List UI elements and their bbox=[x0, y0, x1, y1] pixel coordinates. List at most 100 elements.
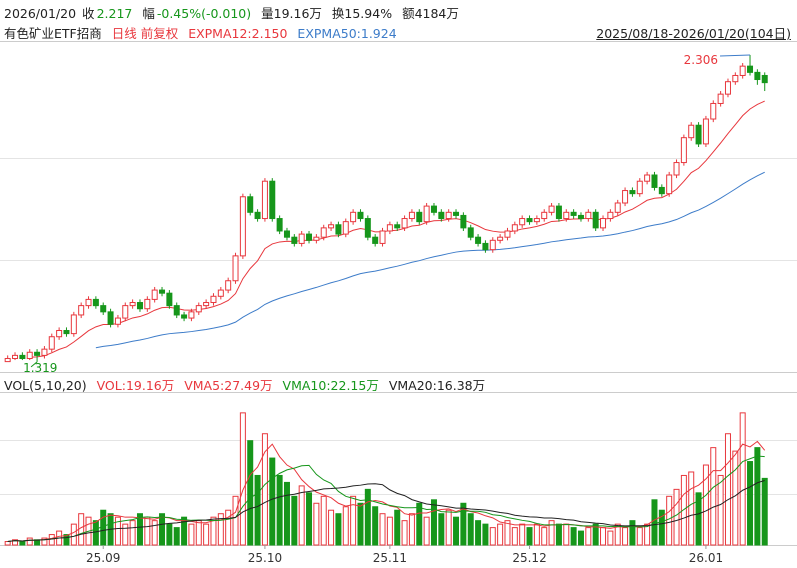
volume-bar bbox=[386, 516, 393, 546]
candle-body bbox=[210, 295, 217, 304]
volume-bar bbox=[283, 481, 290, 546]
candle-body bbox=[19, 354, 26, 359]
candle-body bbox=[357, 211, 364, 220]
volume-row: VOL(5,10,20) VOL:19.16万 VMA5:27.49万 VMA1… bbox=[4, 375, 491, 394]
candle-body bbox=[739, 65, 746, 76]
candle-body bbox=[438, 211, 445, 220]
volume-bar bbox=[181, 516, 188, 546]
candle-body bbox=[541, 211, 548, 220]
candle-body bbox=[261, 180, 268, 220]
volume-bar bbox=[100, 509, 107, 546]
volume-bar bbox=[614, 523, 621, 546]
candle-body bbox=[408, 211, 415, 220]
volume-bar bbox=[276, 474, 283, 546]
volume-bar bbox=[12, 539, 19, 546]
candle-body bbox=[364, 218, 371, 238]
volume-bar bbox=[328, 509, 335, 546]
candle-body bbox=[570, 211, 577, 216]
candle-body bbox=[320, 227, 327, 238]
candle-body bbox=[386, 224, 393, 232]
candle-body bbox=[269, 180, 276, 220]
volume-bar bbox=[159, 513, 166, 546]
x-tick-label: 26.01 bbox=[689, 551, 723, 565]
candle-body bbox=[453, 211, 460, 216]
volume-bar bbox=[644, 523, 651, 546]
volume-bar bbox=[636, 527, 643, 546]
candle-body bbox=[136, 302, 143, 310]
candle-body bbox=[592, 211, 599, 229]
candle-body bbox=[4, 357, 11, 363]
low-pointer bbox=[30, 361, 38, 368]
candle-body bbox=[159, 289, 166, 294]
candle-body bbox=[629, 190, 636, 195]
volume-bar bbox=[379, 513, 386, 546]
volume-bar bbox=[717, 474, 724, 546]
volume-bar bbox=[445, 509, 452, 546]
candle-body bbox=[342, 221, 349, 235]
volume-bar bbox=[460, 502, 467, 546]
period: 日线 前复权 bbox=[111, 26, 179, 41]
candle-body bbox=[460, 214, 467, 229]
volume-bar bbox=[732, 450, 739, 546]
volume-bar bbox=[408, 513, 415, 546]
date: 2026/01/20 bbox=[4, 6, 77, 21]
candle-body bbox=[195, 305, 202, 313]
candle-body bbox=[151, 289, 158, 300]
volume-bar bbox=[239, 412, 246, 546]
volume-bar bbox=[453, 516, 460, 546]
volume-bar bbox=[555, 523, 562, 546]
candle-body bbox=[563, 211, 570, 220]
volume-bar bbox=[688, 471, 695, 546]
volume-bar bbox=[438, 513, 445, 546]
high-pointer bbox=[720, 54, 751, 57]
volume-bar bbox=[739, 412, 746, 546]
candle-body bbox=[232, 255, 239, 282]
candle-body bbox=[254, 211, 261, 220]
candle-body bbox=[225, 280, 232, 291]
volume-bar bbox=[232, 495, 239, 546]
volume-bar bbox=[335, 513, 342, 546]
volume-bar bbox=[666, 495, 673, 546]
candle-body bbox=[247, 196, 254, 213]
volume-bar bbox=[129, 520, 136, 546]
label: 收 bbox=[82, 6, 95, 21]
volume-bar bbox=[423, 516, 430, 546]
candle-body bbox=[56, 330, 63, 338]
candle-body bbox=[166, 292, 173, 307]
candle-body bbox=[291, 236, 298, 244]
high-label: 2.306 bbox=[684, 53, 718, 67]
candle-body bbox=[181, 314, 188, 319]
volume-bar bbox=[747, 461, 754, 546]
volume-bar bbox=[585, 527, 592, 546]
change: -0.45%(-0.010) bbox=[156, 6, 252, 21]
volume-bar bbox=[217, 513, 224, 546]
volume-bar bbox=[372, 506, 379, 546]
volume-bar bbox=[695, 492, 702, 546]
candle-body bbox=[298, 233, 305, 244]
candle-body bbox=[747, 65, 754, 73]
volume-bar bbox=[563, 523, 570, 546]
volume-bar bbox=[600, 527, 607, 546]
volume-bar bbox=[144, 516, 151, 546]
volume-bar bbox=[313, 502, 320, 546]
volume-bar bbox=[350, 495, 357, 546]
candle-body bbox=[217, 289, 224, 297]
volume-bar bbox=[173, 527, 180, 546]
volume-bar bbox=[526, 527, 533, 546]
expma12: EXPMA12:2.150 bbox=[188, 26, 288, 41]
candle-body bbox=[644, 174, 651, 182]
close: 2.217 bbox=[96, 6, 133, 21]
candle-body bbox=[85, 298, 92, 307]
candle-body bbox=[34, 351, 41, 356]
candle-body bbox=[350, 211, 357, 223]
candle-body bbox=[48, 336, 55, 350]
volume-bar bbox=[188, 523, 195, 546]
volume-bar bbox=[394, 509, 401, 546]
label: 幅 bbox=[142, 6, 155, 21]
date-range[interactable]: 2025/08/18-2026/01/20(104日) bbox=[596, 26, 791, 41]
volume-bar bbox=[151, 520, 158, 546]
candle-body bbox=[636, 180, 643, 195]
candle-body bbox=[188, 311, 195, 319]
turnover: 换15.94% bbox=[331, 6, 393, 21]
